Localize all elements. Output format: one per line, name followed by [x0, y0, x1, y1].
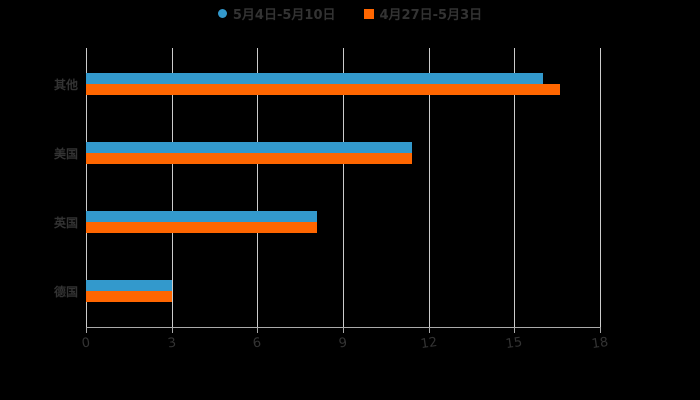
legend-item-series-1[interactable]: 5月4日-5月10日	[217, 4, 336, 23]
x-tick-label: 18	[590, 334, 610, 353]
bar[interactable]	[86, 84, 561, 95]
legend-marker-square-icon	[363, 8, 374, 19]
gridline	[514, 48, 516, 328]
x-tick	[171, 327, 173, 333]
gridline	[86, 48, 87, 328]
gridline	[171, 48, 173, 328]
x-tick	[514, 327, 516, 333]
x-axis	[86, 327, 600, 328]
x-tick	[600, 327, 601, 333]
bar[interactable]	[86, 73, 543, 84]
category-label: 美国	[53, 147, 78, 161]
bar[interactable]	[86, 211, 318, 222]
bar[interactable]	[86, 222, 318, 233]
x-tick-label: 6	[252, 335, 263, 352]
x-tick	[343, 327, 344, 333]
gridline	[600, 48, 601, 328]
legend-label: 5月4日-5月10日	[232, 8, 336, 23]
x-tick-label: 3	[166, 335, 177, 352]
category-label: 其他	[53, 78, 78, 92]
legend-marker-circle-icon	[217, 9, 227, 18]
x-tick-label: 15	[505, 334, 524, 353]
gridline	[428, 48, 430, 328]
x-tick-label: 0	[80, 335, 92, 352]
category-label: 德国	[53, 285, 78, 299]
legend: 5月4日-5月10日 4月27日-5月3日	[0, 4, 700, 23]
legend-item-series-2[interactable]: 4月27日-5月3日	[363, 4, 483, 23]
bar[interactable]	[86, 153, 412, 164]
legend-label: 4月27日-5月3日	[379, 8, 483, 23]
x-tick-label: 12	[419, 334, 438, 353]
gridline	[343, 48, 344, 328]
gridline	[257, 48, 259, 328]
x-tick	[86, 327, 87, 333]
bar[interactable]	[86, 291, 172, 302]
bar[interactable]	[86, 142, 412, 153]
x-tick	[428, 327, 430, 333]
category-label: 英国	[53, 216, 78, 230]
x-tick-label: 9	[337, 335, 349, 352]
bar[interactable]	[86, 280, 172, 291]
x-tick	[257, 327, 259, 333]
